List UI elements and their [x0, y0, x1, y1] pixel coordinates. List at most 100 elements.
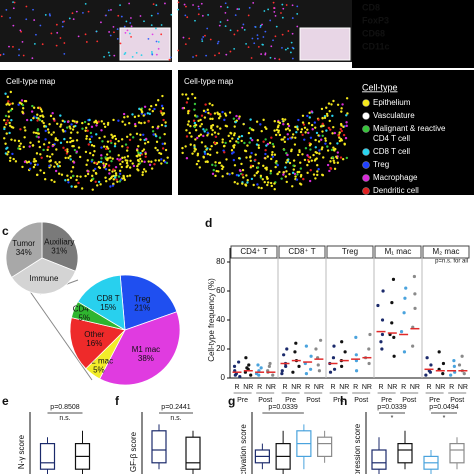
cell-dot: [46, 148, 49, 152]
cell-dot: [338, 131, 341, 134]
cell-dot: [333, 131, 337, 135]
stain-dot: [119, 4, 121, 7]
cell-dot: [50, 133, 53, 136]
cell-dot: [211, 117, 214, 121]
cell-dot: [111, 157, 114, 160]
cell-dot: [20, 99, 24, 102]
cell-dot: [11, 126, 15, 129]
point: [392, 354, 396, 358]
cell-dot: [13, 139, 17, 142]
subgroup-label: NR: [410, 384, 420, 391]
cell-dot: [118, 172, 122, 175]
stain-dot: [188, 37, 191, 40]
slice-value: 21%: [134, 303, 150, 312]
stain-dot: [282, 7, 285, 10]
cell-dot: [193, 96, 197, 100]
cell-dot: [187, 110, 190, 113]
panel-label: e: [2, 394, 9, 408]
cell-dot: [294, 125, 297, 129]
pie-slice: [69, 317, 126, 370]
cell-dot: [119, 158, 122, 161]
stain-dot: [31, 57, 34, 60]
stain-dot: [252, 2, 255, 4]
point: [293, 350, 297, 354]
cell-dot: [262, 118, 265, 122]
box: [397, 443, 413, 464]
cell-dot: [113, 142, 117, 145]
cell-dot: [246, 181, 249, 184]
cell-dot: [117, 119, 120, 122]
subgroup-label: NR: [314, 384, 324, 391]
cell-dot: [327, 126, 331, 130]
cell-dot: [264, 166, 267, 170]
cell-dot: [211, 172, 215, 176]
cell-dot: [241, 173, 244, 176]
cell-dot: [53, 180, 56, 184]
stain-dot: [19, 29, 22, 32]
cell-dot: [122, 112, 126, 116]
point: [457, 363, 462, 367]
stain-dot: [177, 1, 180, 4]
cell-dot: [32, 165, 36, 169]
cell-dot: [60, 173, 64, 176]
slice-label: M2 mac: [85, 357, 113, 366]
cell-dot: [143, 121, 146, 124]
cell-dot: [229, 140, 232, 143]
cell-dot: [266, 142, 270, 146]
stain-dot: [116, 28, 119, 31]
stain-dot: [218, 24, 221, 27]
cell-dot: [150, 160, 153, 163]
cell-dot: [162, 112, 166, 115]
cell-dot: [42, 148, 45, 152]
cell-dot: [59, 123, 63, 126]
cell-dot: [241, 168, 245, 172]
cell-dot: [317, 140, 321, 143]
cell-dot: [283, 140, 287, 144]
cell-dot: [278, 133, 282, 137]
cell-dot: [133, 115, 137, 119]
cell-dot: [230, 149, 234, 152]
point: [376, 303, 380, 308]
cell-dot: [64, 148, 67, 152]
cell-dot: [19, 128, 22, 131]
subgroup-label: NR: [435, 384, 445, 391]
cell-dot: [260, 186, 263, 190]
cell-dot: [144, 170, 148, 173]
cell-dot: [112, 168, 115, 171]
cell-dot: [311, 128, 314, 131]
stain-dot: [254, 25, 257, 28]
cell-dot: [302, 123, 306, 126]
cell-dot: [33, 157, 36, 161]
cell-dot: [39, 169, 42, 172]
cell-dot: [49, 114, 53, 118]
cell-dot: [211, 128, 214, 132]
cell-dot: [117, 175, 121, 178]
stain-dot: [50, 32, 53, 35]
cell-dot: [102, 164, 106, 167]
sig-label: *: [443, 415, 446, 422]
cell-dot: [23, 126, 26, 129]
cell-dot: [303, 126, 307, 130]
cell-dot: [195, 162, 199, 166]
he-inset: [119, 27, 171, 61]
cell-dot: [9, 156, 12, 160]
stain-dot: [124, 31, 127, 34]
slice-label: Tumor: [12, 239, 35, 248]
cell-dot: [8, 124, 12, 128]
cell-dot: [111, 136, 114, 139]
cell-dot: [181, 151, 184, 155]
cell-dot: [161, 142, 164, 146]
cell-dot: [314, 126, 317, 129]
cell-dot: [243, 141, 246, 145]
cell-dot: [256, 166, 260, 169]
stain-dot: [155, 4, 158, 7]
cell-dot: [291, 171, 295, 175]
cell-dot: [316, 164, 319, 167]
cell-dot: [208, 102, 211, 105]
cell-dot: [191, 93, 194, 96]
cell-dot: [143, 138, 146, 142]
cell-dot: [233, 132, 236, 135]
cell-dot: [218, 161, 222, 165]
cell-dot: [73, 120, 76, 123]
cell-dot: [320, 107, 324, 111]
